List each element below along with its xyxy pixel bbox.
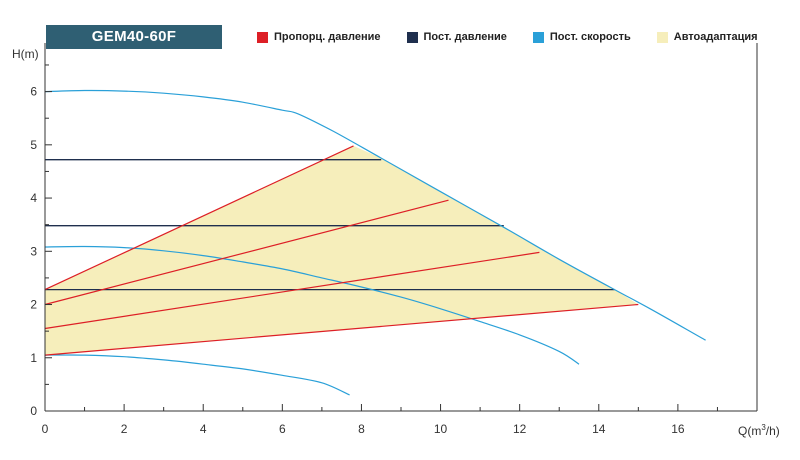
x-axis-label: Q(m3/h) <box>738 423 780 438</box>
prop-pressure-line-2 <box>44 199 449 306</box>
x-tick-label: 16 <box>671 422 685 436</box>
prop-pressure-line-4 <box>44 303 639 356</box>
const-speed-line-1 <box>44 89 706 341</box>
x-axis-label-main: Q(m <box>738 424 762 438</box>
x-axis-label-sup: 3 <box>761 423 766 432</box>
prop-pressure-line-1 <box>44 145 354 291</box>
legend-item-const-speed: Пост. скорость <box>532 31 631 43</box>
y-tick-label: 3 <box>30 244 37 258</box>
y-tick-label: 6 <box>30 85 37 99</box>
legend: Пропорц. давление Пост. давление Пост. с… <box>257 31 758 43</box>
x-tick-label: 0 <box>42 422 49 436</box>
legend-swatch-const-pressure <box>406 31 418 43</box>
y-tick-label: 1 <box>30 351 37 365</box>
prop-pressure-line-3 <box>44 251 540 330</box>
y-axis-label: H(m) <box>12 47 39 61</box>
x-tick-label: 14 <box>592 422 606 436</box>
x-tick-label: 6 <box>279 422 286 436</box>
plot-region <box>44 89 706 396</box>
y-tick-label: 2 <box>30 298 37 312</box>
y-tick-label: 4 <box>30 191 37 205</box>
x-axis-label-end: /h) <box>765 424 780 438</box>
legend-swatch-prop-pressure <box>257 31 268 43</box>
legend-label: Автоадаптация <box>673 31 758 43</box>
legend-item-const-pressure: Пост. давление <box>406 31 507 43</box>
legend-item-autoadapt: Автоадаптация <box>656 31 758 43</box>
y-tick-label: 5 <box>30 138 37 152</box>
const-speed-line-3 <box>44 354 350 396</box>
model-title-box: GEM40-60F <box>46 25 222 49</box>
const-speed-line-2 <box>44 245 580 365</box>
y-tick-label: 0 <box>30 404 37 418</box>
legend-swatch-autoadapt <box>656 31 668 43</box>
legend-item-prop-pressure: Пропорц. давление <box>257 31 381 43</box>
x-tick-label: 12 <box>513 422 527 436</box>
legend-label: Пост. давление <box>423 31 507 43</box>
x-tick-label: 10 <box>434 422 448 436</box>
x-tick-label: 2 <box>121 422 128 436</box>
legend-label: Пост. скорость <box>549 31 631 43</box>
legend-label: Пропорц. давление <box>274 31 381 43</box>
x-tick-label: 8 <box>358 422 365 436</box>
x-tick-label: 4 <box>200 422 207 436</box>
model-label: GEM40-60F <box>91 28 177 45</box>
legend-swatch-const-speed <box>532 31 544 43</box>
autoadapt-area <box>45 145 639 356</box>
